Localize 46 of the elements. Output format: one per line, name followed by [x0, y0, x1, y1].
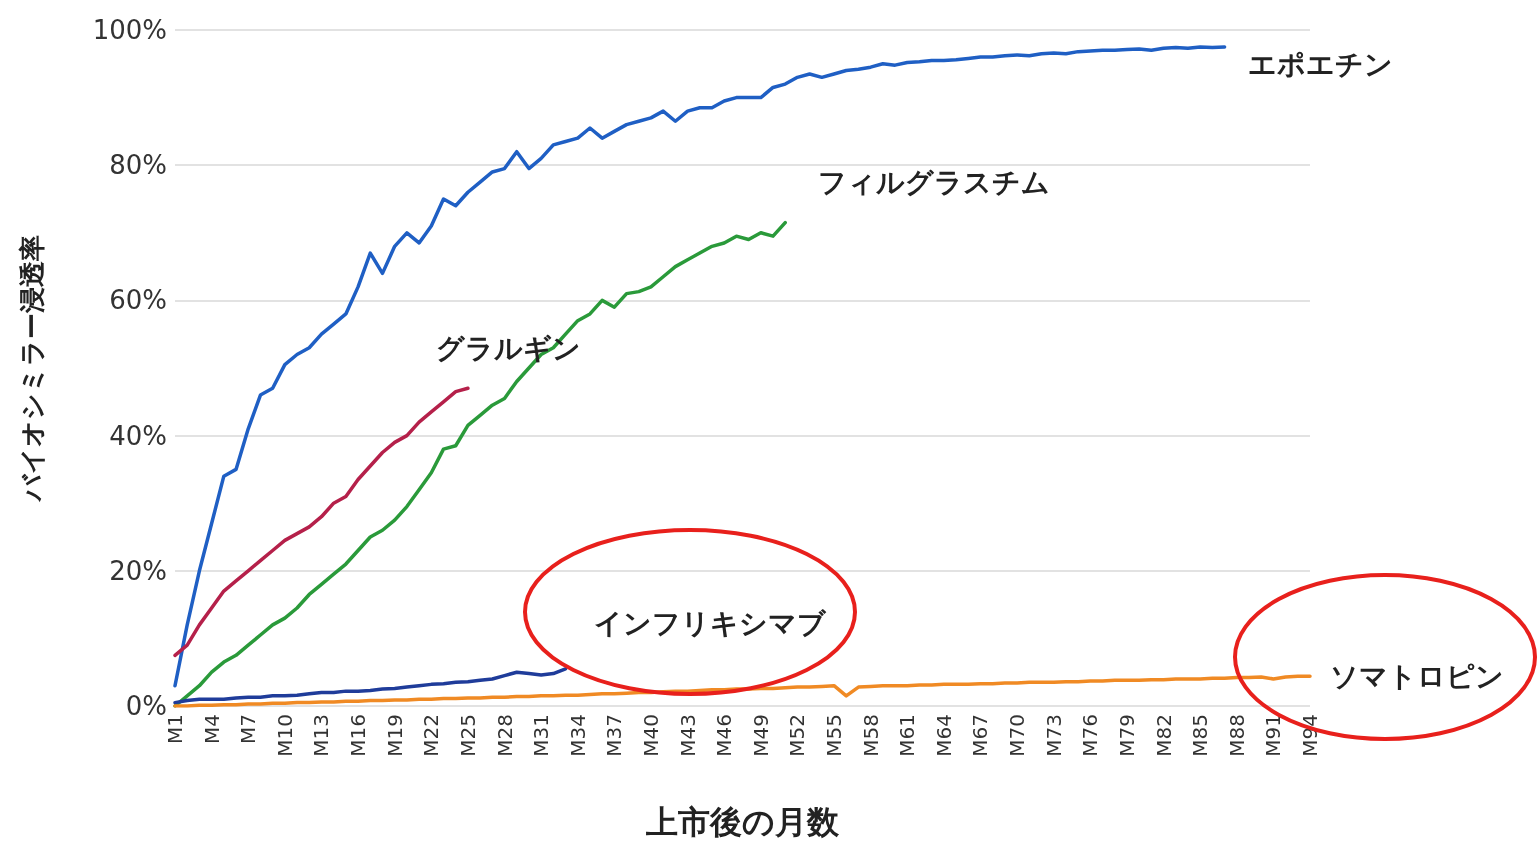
y-tick-label: 20%: [109, 555, 167, 586]
y-tick-label: 80%: [109, 150, 167, 181]
x-tick-label: M49: [748, 714, 773, 757]
x-tick-label: M22: [419, 714, 444, 757]
x-tick-label: M19: [382, 714, 407, 757]
x-tick-label: M85: [1188, 714, 1213, 757]
x-tick-label: M7: [236, 714, 261, 744]
x-tick-label: M88: [1224, 714, 1249, 757]
line-series: [173, 386, 470, 658]
x-tick-label: M31: [529, 714, 554, 757]
series-label: インフリキシマブ: [593, 607, 827, 641]
line-series: [173, 667, 568, 705]
x-tick-label: M82: [1151, 714, 1176, 757]
x-tick-label: M37: [602, 714, 627, 757]
x-tick-label: M76: [1078, 714, 1103, 757]
x-tick-label: M61: [895, 714, 920, 757]
x-tick-label: M4: [199, 714, 224, 744]
x-tick-label: M73: [1041, 714, 1066, 757]
x-tick-label: M64: [931, 714, 956, 757]
series-label: ソマトロピン: [1330, 659, 1504, 693]
x-tick-label: M40: [638, 714, 663, 757]
line-series: [173, 45, 1227, 688]
x-tick-label: M43: [675, 714, 700, 757]
x-tick-label: M70: [1005, 714, 1030, 757]
x-tick-label: M55: [822, 714, 847, 757]
series-label: エポエチン: [1247, 48, 1393, 82]
y-tick-label: 40%: [109, 420, 167, 451]
x-tick-label: M79: [1114, 714, 1139, 757]
x-tick-label: M25: [455, 714, 480, 757]
line-series: [173, 674, 1312, 708]
x-axis-title: 上市後の月数: [645, 803, 840, 841]
series-label: グラルギン: [435, 331, 581, 365]
x-tick-label: M28: [492, 714, 517, 757]
y-axis-title: バイオシミラー浸透率: [17, 235, 47, 503]
y-tick-label: 100%: [92, 15, 167, 45]
x-tick-label: M16: [346, 714, 371, 757]
x-tick-label: M10: [272, 714, 297, 757]
series-label: フィルグラスチム: [818, 166, 1051, 200]
y-tick-label: 60%: [109, 285, 167, 316]
x-tick-label: M46: [712, 714, 737, 757]
x-tick-label: M52: [785, 714, 810, 757]
x-tick-label: M67: [968, 714, 993, 757]
x-tick-label: M13: [309, 714, 334, 757]
x-tick-label: M34: [565, 714, 590, 757]
x-tick-label: M91: [1261, 714, 1286, 757]
x-tick-label: M58: [858, 714, 883, 757]
